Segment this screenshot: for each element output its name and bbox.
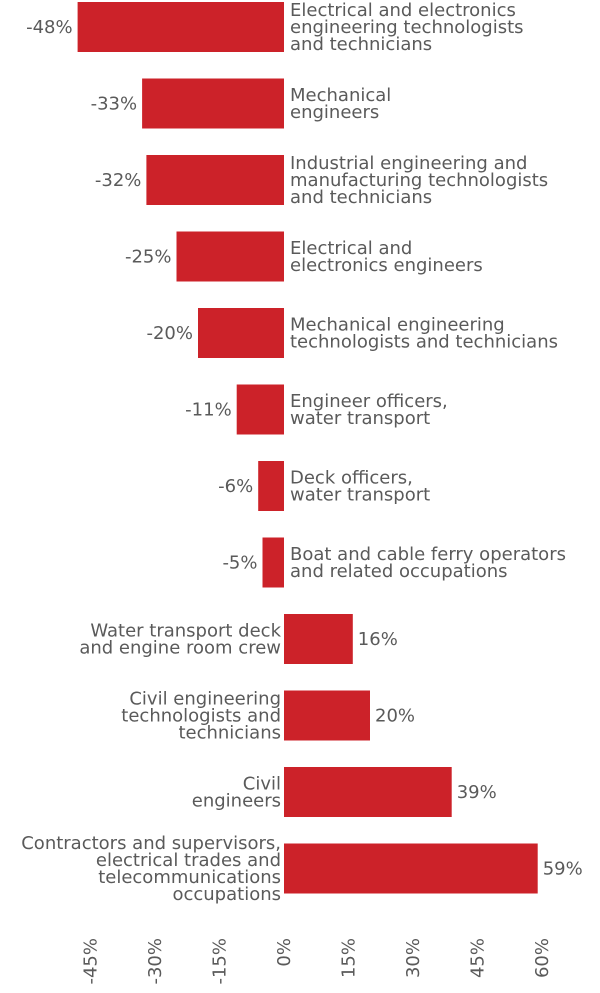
- labels-layer: -48% Electrical and electronics engineerin…: [21, 0, 582, 905]
- category-label-line: Electrical and: [290, 238, 412, 259]
- category-label-line: technologists and: [121, 706, 281, 727]
- value-label: -5%: [222, 553, 257, 574]
- value-label: 20%: [375, 706, 415, 727]
- x-tick-label: 0%: [274, 938, 295, 967]
- bar: [77, 2, 284, 52]
- value-label: -33%: [91, 94, 138, 115]
- x-tick-label: 60%: [532, 938, 553, 978]
- category-label-line: water transport: [290, 408, 430, 429]
- category-label: Civil engineers: [192, 774, 281, 812]
- value-label: 39%: [457, 782, 497, 803]
- x-axis-ticks: -45% -30% -15% 0% 15% 30% 45% 60%: [81, 938, 554, 985]
- bar: [262, 537, 284, 588]
- bar: [284, 843, 538, 894]
- category-label-line: and technicians: [290, 187, 432, 208]
- category-label-line: engineers: [290, 102, 379, 123]
- category-label-line: electronics engineers: [290, 255, 483, 276]
- category-label-line: electrical trades and: [96, 850, 281, 871]
- category-label-line: Electrical and electronics: [290, 0, 516, 21]
- category-label: Water transport deck and engine room crew: [79, 621, 281, 659]
- category-label: Civil engineering technologists and techni…: [121, 689, 281, 744]
- category-label: Mechanical engineers: [290, 85, 391, 123]
- category-label-line: Deck officers,: [290, 468, 413, 489]
- category-label-line: Industrial engineering and: [290, 153, 527, 174]
- category-label-line: Mechanical engineering: [290, 315, 505, 336]
- bars-layer: [77, 2, 538, 894]
- value-label: -48%: [26, 17, 73, 38]
- category-label-line: Engineer officers,: [290, 391, 448, 412]
- bar: [198, 308, 284, 358]
- category-label: Deck officers, water transport: [290, 468, 430, 506]
- x-tick-label: 45%: [468, 938, 489, 978]
- category-label-line: technicians: [178, 723, 281, 744]
- x-tick-label: 30%: [403, 938, 424, 978]
- category-label: Engineer officers, water transport: [290, 391, 448, 429]
- category-label-line: Civil engineering: [129, 689, 281, 710]
- category-label-line: manufacturing technologists: [290, 170, 548, 191]
- category-label-line: water transport: [290, 485, 430, 506]
- category-label-line: Boat and cable ferry operators: [290, 544, 566, 565]
- category-label-line: Contractors and supervisors,: [21, 833, 281, 854]
- bar: [142, 78, 284, 129]
- category-label-line: Mechanical: [290, 85, 391, 106]
- value-label: -25%: [125, 247, 172, 268]
- category-label: Electrical and electronics engineers: [290, 238, 483, 276]
- category-label-line: technologists and technicians: [290, 332, 558, 353]
- category-label-line: occupations: [172, 884, 281, 905]
- x-tick-label: -45%: [81, 938, 102, 985]
- category-label-line: and technicians: [290, 34, 432, 55]
- category-label-line: engineers: [192, 791, 281, 812]
- value-label: -11%: [185, 400, 232, 421]
- category-label-line: Water transport deck: [90, 621, 281, 642]
- category-label: Boat and cable ferry operators and relate…: [290, 544, 566, 582]
- category-label: Electrical and electronics engineering te…: [290, 0, 524, 55]
- category-label: Mechanical engineering technologists and …: [290, 315, 558, 353]
- value-label: 16%: [358, 629, 398, 650]
- bar: [146, 155, 284, 205]
- category-label-line: and engine room crew: [79, 638, 281, 659]
- bar: [284, 690, 370, 741]
- value-label: -6%: [218, 476, 253, 497]
- bar: [258, 461, 284, 511]
- bar: [284, 614, 353, 664]
- category-label-line: and related occupations: [290, 561, 508, 582]
- category-label: Contractors and supervisors, electrical t…: [21, 833, 281, 905]
- category-label-line: engineering technologists: [290, 17, 524, 38]
- value-label: 59%: [543, 859, 583, 880]
- x-tick-label: -15%: [210, 938, 231, 985]
- value-label: -20%: [146, 323, 193, 344]
- bar: [236, 384, 284, 435]
- category-label-line: telecommunications: [98, 867, 281, 888]
- value-label: -32%: [95, 170, 142, 191]
- x-tick-label: -30%: [145, 938, 166, 985]
- category-label: Industrial engineering and manufacturing …: [290, 153, 548, 208]
- bar: [176, 231, 284, 282]
- x-tick-label: 15%: [339, 938, 360, 978]
- bar: [284, 767, 452, 817]
- category-label-line: Civil: [243, 774, 281, 795]
